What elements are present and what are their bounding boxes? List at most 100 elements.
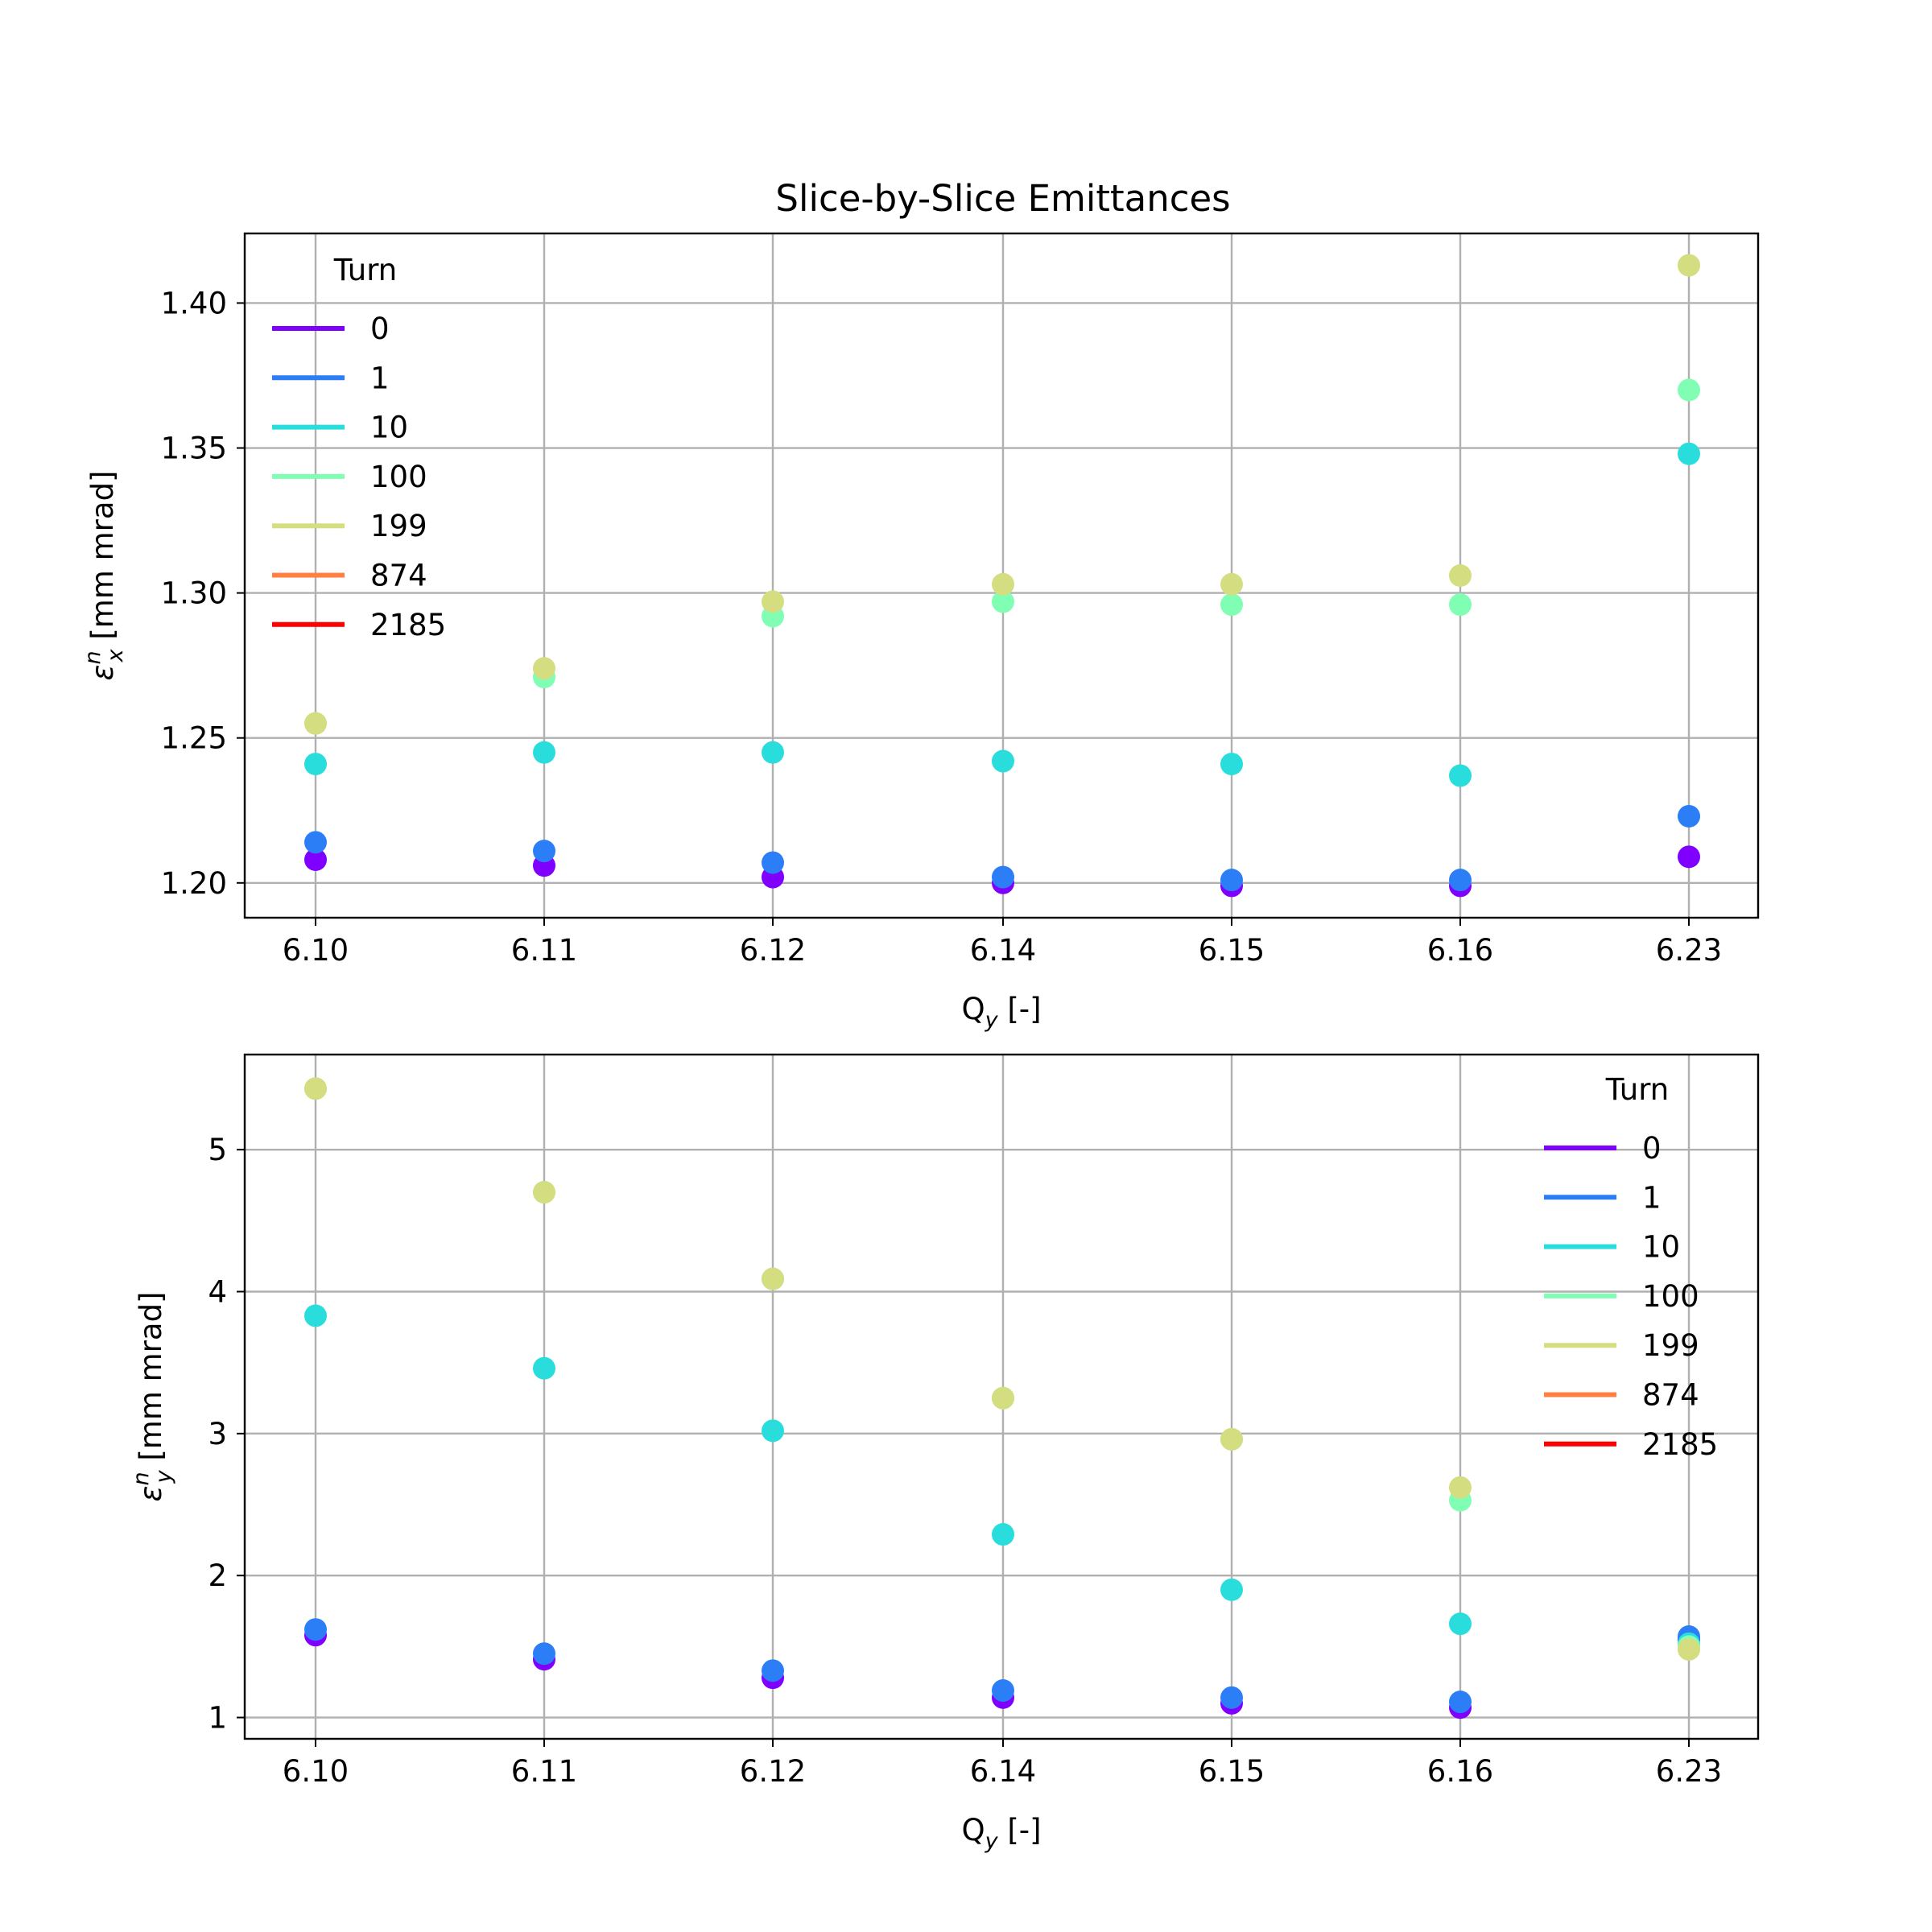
data-point-turn-1 bbox=[1220, 869, 1243, 892]
y-tick-label: 1 bbox=[208, 1701, 227, 1736]
data-point-turn-1 bbox=[533, 1642, 555, 1666]
data-point-turn-10 bbox=[1449, 764, 1472, 787]
data-point-turn-199 bbox=[992, 1386, 1014, 1410]
x-tick-label: 6.12 bbox=[740, 1754, 806, 1789]
data-point-turn-199 bbox=[1220, 1427, 1243, 1451]
y-axis-label: εny [mm mrad] bbox=[129, 1291, 176, 1501]
legend-title: Turn bbox=[333, 253, 397, 287]
legend-label-turn-100: 100 bbox=[1642, 1279, 1699, 1314]
data-point-turn-10 bbox=[304, 1304, 327, 1327]
data-point-turn-199 bbox=[992, 572, 1014, 596]
y-tick-label: 4 bbox=[208, 1275, 227, 1310]
x-tick-label: 6.11 bbox=[511, 1754, 577, 1789]
legend-label-turn-874: 874 bbox=[370, 559, 427, 593]
data-point-turn-199 bbox=[1449, 564, 1472, 587]
data-point-turn-10 bbox=[1220, 1578, 1243, 1601]
x-tick-label: 6.23 bbox=[1656, 1754, 1722, 1789]
y-tick-label: 5 bbox=[208, 1133, 227, 1167]
data-point-turn-0 bbox=[304, 848, 327, 871]
data-point-turn-1 bbox=[304, 831, 327, 854]
data-point-turn-10 bbox=[304, 753, 327, 776]
legend: Turn 0 1 10 100 199 874 2185 bbox=[1544, 1072, 1718, 1462]
data-point-turn-10 bbox=[1678, 442, 1700, 465]
data-point-turn-10 bbox=[762, 1419, 784, 1443]
x-tick-label: 6.14 bbox=[970, 1754, 1036, 1789]
legend-label-turn-1: 1 bbox=[370, 361, 390, 395]
x-tick-label: 6.10 bbox=[283, 1754, 349, 1789]
data-point-turn-199 bbox=[1678, 254, 1700, 277]
data-point-turn-199 bbox=[762, 590, 784, 613]
data-point-turn-1 bbox=[762, 1659, 784, 1682]
y-tick-label: 1.30 bbox=[161, 576, 227, 611]
y-tick-label: 3 bbox=[208, 1417, 227, 1451]
bottom-panel-emittance-y: 6.10 6.11 6.12 6.14 6.15 6.16 6.23 1 2 3 4 5 Qy [-] ε… bbox=[129, 1053, 1760, 1854]
data-point-turn-1 bbox=[1449, 869, 1472, 892]
legend-label-turn-874: 874 bbox=[1642, 1378, 1699, 1413]
x-tick-label: 6.10 bbox=[283, 933, 349, 968]
data-point-turn-100 bbox=[1220, 593, 1243, 617]
x-tick-label: 6.15 bbox=[1199, 933, 1265, 968]
x-tick-label: 6.15 bbox=[1199, 1754, 1265, 1789]
legend-label-turn-2185: 2185 bbox=[1642, 1427, 1718, 1462]
y-tick-label: 2 bbox=[208, 1558, 227, 1593]
data-point-turn-199 bbox=[304, 1077, 327, 1100]
data-point-turn-199 bbox=[1220, 572, 1243, 596]
data-point-turn-1 bbox=[533, 840, 555, 863]
x-tick-label: 6.16 bbox=[1427, 933, 1493, 968]
legend-label-turn-10: 10 bbox=[370, 411, 408, 445]
data-point-turn-199 bbox=[762, 1267, 784, 1290]
data-point-turn-10 bbox=[533, 1356, 555, 1380]
axes-frame bbox=[243, 232, 1760, 919]
data-point-turn-1 bbox=[1678, 804, 1700, 828]
legend-label-turn-2185: 2185 bbox=[370, 608, 446, 642]
legend-label-turn-1: 1 bbox=[1642, 1180, 1662, 1215]
x-tick-label: 6.11 bbox=[511, 933, 577, 968]
data-point-turn-10 bbox=[533, 741, 555, 764]
axes-frame bbox=[243, 1053, 1760, 1740]
legend-label-turn-199: 199 bbox=[370, 509, 427, 543]
data-point-turn-1 bbox=[1449, 1690, 1472, 1714]
y-tick-label: 1.20 bbox=[161, 866, 227, 901]
y-tick-label: 1.35 bbox=[161, 431, 227, 466]
data-point-turn-199 bbox=[533, 657, 555, 680]
legend-label-turn-0: 0 bbox=[370, 312, 390, 346]
legend: Turn 0 1 10 100 199 874 2185 bbox=[272, 253, 446, 642]
data-points bbox=[304, 1077, 1700, 1719]
data-point-turn-1 bbox=[304, 1618, 327, 1641]
x-tick-label: 6.16 bbox=[1427, 1754, 1493, 1789]
legend-label-turn-100: 100 bbox=[370, 460, 427, 494]
data-point-turn-199 bbox=[1449, 1476, 1472, 1499]
data-point-turn-10 bbox=[1449, 1612, 1472, 1636]
data-point-turn-0 bbox=[1678, 845, 1700, 869]
data-point-turn-199 bbox=[304, 712, 327, 735]
data-point-turn-1 bbox=[992, 1679, 1014, 1703]
x-tick-label: 6.14 bbox=[970, 933, 1036, 968]
data-point-turn-1 bbox=[1220, 1686, 1243, 1709]
top-panel-emittance-x: 6.10 6.11 6.12 6.14 6.15 6.16 6.23 1.20 1.25 1.30… bbox=[80, 232, 1760, 1033]
x-axis-label: Qy [-] bbox=[961, 992, 1041, 1033]
data-point-turn-1 bbox=[762, 851, 784, 874]
data-point-turn-100 bbox=[992, 590, 1014, 613]
data-point-turn-10 bbox=[1220, 753, 1243, 776]
x-tick-label: 6.23 bbox=[1656, 933, 1722, 968]
y-tick-label: 1.40 bbox=[161, 286, 227, 320]
legend-label-turn-10: 10 bbox=[1642, 1230, 1680, 1265]
y-tick-label: 1.25 bbox=[161, 721, 227, 756]
legend-title: Turn bbox=[1605, 1072, 1669, 1107]
data-point-turn-10 bbox=[992, 749, 1014, 773]
chart-title: Slice-by-Slice Emittances bbox=[775, 177, 1230, 220]
data-point-turn-199 bbox=[533, 1181, 555, 1204]
data-points bbox=[304, 254, 1700, 898]
data-point-turn-10 bbox=[992, 1523, 1014, 1546]
data-point-turn-100 bbox=[1449, 593, 1472, 617]
legend-label-turn-0: 0 bbox=[1642, 1131, 1662, 1166]
data-point-turn-1 bbox=[992, 865, 1014, 889]
y-axis-label: εnx [mm mrad] bbox=[80, 470, 128, 680]
data-point-turn-10 bbox=[762, 741, 784, 764]
data-point-turn-100 bbox=[1678, 378, 1700, 402]
legend-label-turn-199: 199 bbox=[1642, 1328, 1699, 1363]
x-tick-label: 6.12 bbox=[740, 933, 806, 968]
grid bbox=[245, 1055, 1758, 1739]
